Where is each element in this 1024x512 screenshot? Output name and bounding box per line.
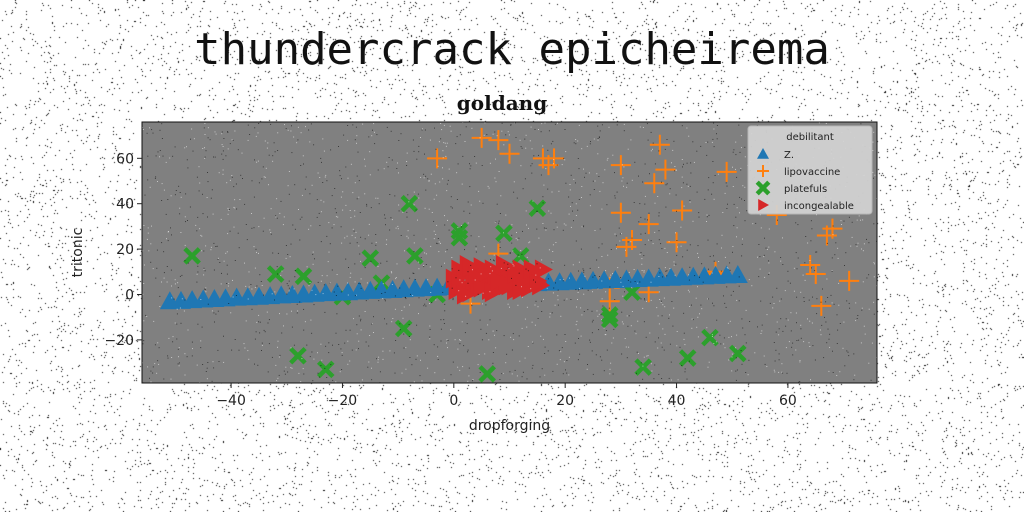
data-point <box>478 365 497 383</box>
data-point <box>839 270 860 291</box>
data-point <box>294 267 313 286</box>
legend-marker <box>757 165 769 177</box>
y-tick-label: 40 <box>116 197 134 213</box>
data-point <box>610 202 631 223</box>
y-axis-ticks: −20 0 20 40 60 <box>104 151 142 349</box>
data-point <box>479 261 498 282</box>
data-point <box>394 319 413 338</box>
x-tick-label: 20 <box>556 393 574 409</box>
x-tick-label: 0 <box>449 393 458 409</box>
data-point <box>623 283 641 301</box>
x-axis-ticks: −40 −20 0 20 40 60 <box>216 383 797 409</box>
series-z- <box>159 264 748 310</box>
data-point <box>361 249 380 267</box>
legend-marker <box>755 180 771 196</box>
data-point <box>727 264 748 283</box>
data-point <box>528 199 547 218</box>
data-point <box>649 134 670 155</box>
data-point <box>490 270 509 291</box>
x-axis-label: dropforging <box>469 418 550 434</box>
legend-entry: Z. <box>784 150 794 161</box>
data-point <box>534 259 553 280</box>
x-tick-label: −40 <box>216 393 246 409</box>
data-point <box>450 228 469 247</box>
data-point <box>468 266 487 287</box>
data-point <box>512 279 531 300</box>
plot-noise <box>142 122 878 384</box>
data-point <box>484 282 503 303</box>
series-incongealable <box>445 254 553 305</box>
legend-entry: platefuls <box>784 184 827 195</box>
data-point <box>499 143 520 164</box>
data-point <box>716 161 737 182</box>
data-point <box>644 173 665 194</box>
legend: debilitant Z. lipovaccine platefuls incongea… <box>747 125 873 215</box>
data-point <box>471 127 492 148</box>
y-tick-label: −20 <box>104 333 134 349</box>
data-point <box>816 225 837 246</box>
data-point <box>400 194 419 213</box>
x-tick-label: −20 <box>328 393 358 409</box>
legend-entry: incongealable <box>784 201 854 212</box>
data-point <box>456 284 475 305</box>
legend-marker <box>758 199 769 211</box>
data-point <box>523 259 542 280</box>
data-point <box>406 247 424 265</box>
data-point <box>672 200 693 221</box>
data-point <box>666 232 687 253</box>
data-point <box>501 275 520 296</box>
data-point <box>678 349 697 367</box>
data-point <box>507 264 526 285</box>
data-point <box>811 295 832 316</box>
data-point <box>600 310 619 329</box>
plot-frame <box>141 121 878 384</box>
y-tick-label: 0 <box>125 287 134 303</box>
data-point <box>805 264 826 285</box>
data-point <box>495 254 514 275</box>
data-point <box>266 265 285 283</box>
y-tick-label: 20 <box>116 242 134 258</box>
x-tick-label: 60 <box>779 393 797 409</box>
data-point <box>529 273 548 294</box>
legend-marker <box>757 148 769 159</box>
axes-title: goldang <box>457 91 547 115</box>
data-point <box>462 257 481 278</box>
data-point <box>638 214 659 235</box>
data-point <box>518 268 537 289</box>
data-point <box>616 236 637 257</box>
y-axis-label: tritonic <box>70 228 86 278</box>
data-point <box>701 328 719 347</box>
data-point <box>473 277 492 298</box>
legend-title: debilitant <box>786 132 834 143</box>
data-point <box>655 159 676 180</box>
data-points <box>159 127 860 383</box>
series-lipovaccine <box>427 127 860 316</box>
data-point <box>610 155 631 176</box>
data-point <box>800 254 821 275</box>
data-point <box>729 344 747 363</box>
data-point <box>316 360 335 379</box>
data-point <box>538 155 559 176</box>
data-point <box>183 247 201 265</box>
data-point <box>634 358 652 376</box>
y-tick-label: 60 <box>116 151 134 167</box>
data-point <box>289 346 307 365</box>
figure-suptitle: thundercrack epicheirema <box>194 24 830 75</box>
data-point <box>511 247 530 265</box>
data-point <box>427 148 448 169</box>
x-tick-label: 40 <box>668 393 686 409</box>
data-point <box>488 130 509 151</box>
legend-entry: lipovaccine <box>784 167 840 178</box>
